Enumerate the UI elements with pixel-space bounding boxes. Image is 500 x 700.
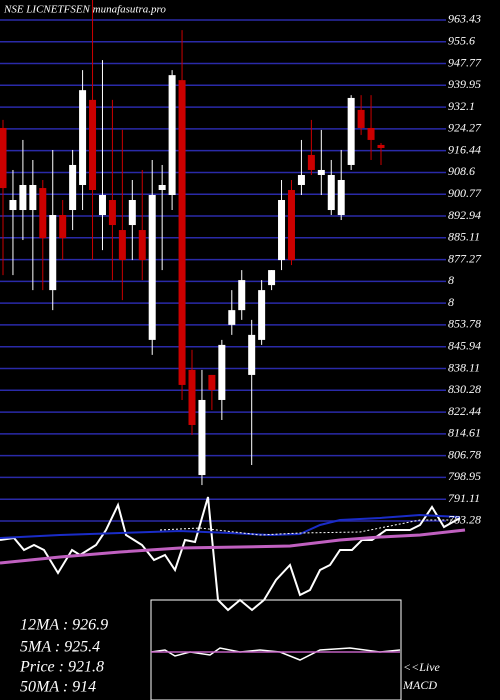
candle-body (297, 174, 305, 185)
y-tick-label: 892.94 (448, 208, 481, 222)
candle-body (307, 154, 315, 170)
candle-body (268, 270, 276, 286)
candle-body (178, 80, 186, 385)
candle-body (367, 127, 375, 140)
candle-body (29, 184, 37, 211)
candle-body (357, 109, 365, 128)
candle-body (337, 179, 345, 216)
chart-title: NSE LICNETFSEN munafasutra.pro (3, 4, 166, 16)
candle-body (198, 399, 206, 476)
live-label: <<Live (403, 660, 441, 674)
y-tick-label: 783.28 (448, 513, 481, 527)
candle-body (49, 215, 57, 291)
candle-body (377, 144, 385, 149)
candle-body (287, 189, 295, 261)
candle-body (79, 90, 87, 185)
candle-body (108, 200, 116, 226)
candle-body (0, 127, 7, 189)
indicator-dotted (159, 519, 460, 536)
y-tick-label: 791.11 (448, 491, 480, 505)
candle-body (98, 195, 106, 216)
info-label: 5MA : 925.4 (20, 639, 100, 656)
candles (0, 0, 385, 486)
candle-body (158, 184, 166, 190)
candle-body (347, 97, 355, 165)
y-tick-label: 853.78 (448, 317, 481, 331)
y-tick-label: 822.44 (448, 404, 481, 418)
y-tick-label: 814.61 (448, 426, 481, 440)
candle-body (188, 369, 196, 425)
candle-body (19, 184, 27, 211)
y-tick-label: 963.43 (448, 12, 481, 26)
y-tick-label: 8 (448, 295, 454, 309)
candle-body (327, 174, 335, 211)
candle-body (168, 75, 176, 196)
grid (0, 19, 446, 522)
candle-body (118, 230, 126, 261)
candle-body (218, 344, 226, 400)
indicator-blue (0, 513, 461, 539)
y-tick-label: 900.77 (448, 186, 482, 200)
macd-label: MACD (402, 678, 437, 692)
candle-body (89, 99, 97, 190)
y-tick-label: 838.11 (448, 360, 480, 374)
indicator-pink (0, 528, 466, 565)
y-tick-label: 908.6 (448, 164, 475, 178)
candle-body (228, 310, 236, 325)
macd-line (150, 647, 401, 661)
info-label: 50MA : 914 (20, 679, 96, 696)
y-tick-label: 939.95 (448, 77, 481, 91)
candle-body (9, 200, 17, 211)
candle-body (208, 374, 216, 390)
y-tick-label: 916.44 (448, 142, 481, 156)
y-tick-label: 924.27 (448, 121, 482, 135)
y-tick-label: 947.77 (448, 55, 482, 69)
y-tick-label: 885.11 (448, 230, 480, 244)
info-label: Price : 921.8 (19, 659, 104, 676)
y-tick-label: 845.94 (448, 338, 481, 352)
candle-body (238, 280, 246, 311)
candle-body (128, 200, 136, 226)
candle-body (59, 215, 67, 239)
y-tick-label: 798.95 (448, 469, 481, 483)
candle-body (278, 200, 286, 261)
info-label: 12MA : 926.9 (20, 617, 108, 634)
y-tick-label: 830.28 (448, 382, 481, 396)
y-tick-label: 877.27 (448, 251, 482, 265)
candle-body (148, 195, 156, 340)
candle-body (317, 169, 325, 175)
y-tick-label: 932.1 (448, 99, 475, 113)
y-tick-label: 806.78 (448, 447, 481, 461)
macd-box (150, 599, 402, 700)
candle-body (258, 290, 266, 340)
y-tick-label: 955.6 (448, 34, 475, 48)
candle-body (138, 230, 146, 261)
candle-body (39, 188, 47, 239)
indicator-white (0, 496, 461, 612)
candle-body (248, 334, 256, 375)
candle-body (69, 164, 77, 211)
y-tick-label: 8 (448, 273, 454, 287)
